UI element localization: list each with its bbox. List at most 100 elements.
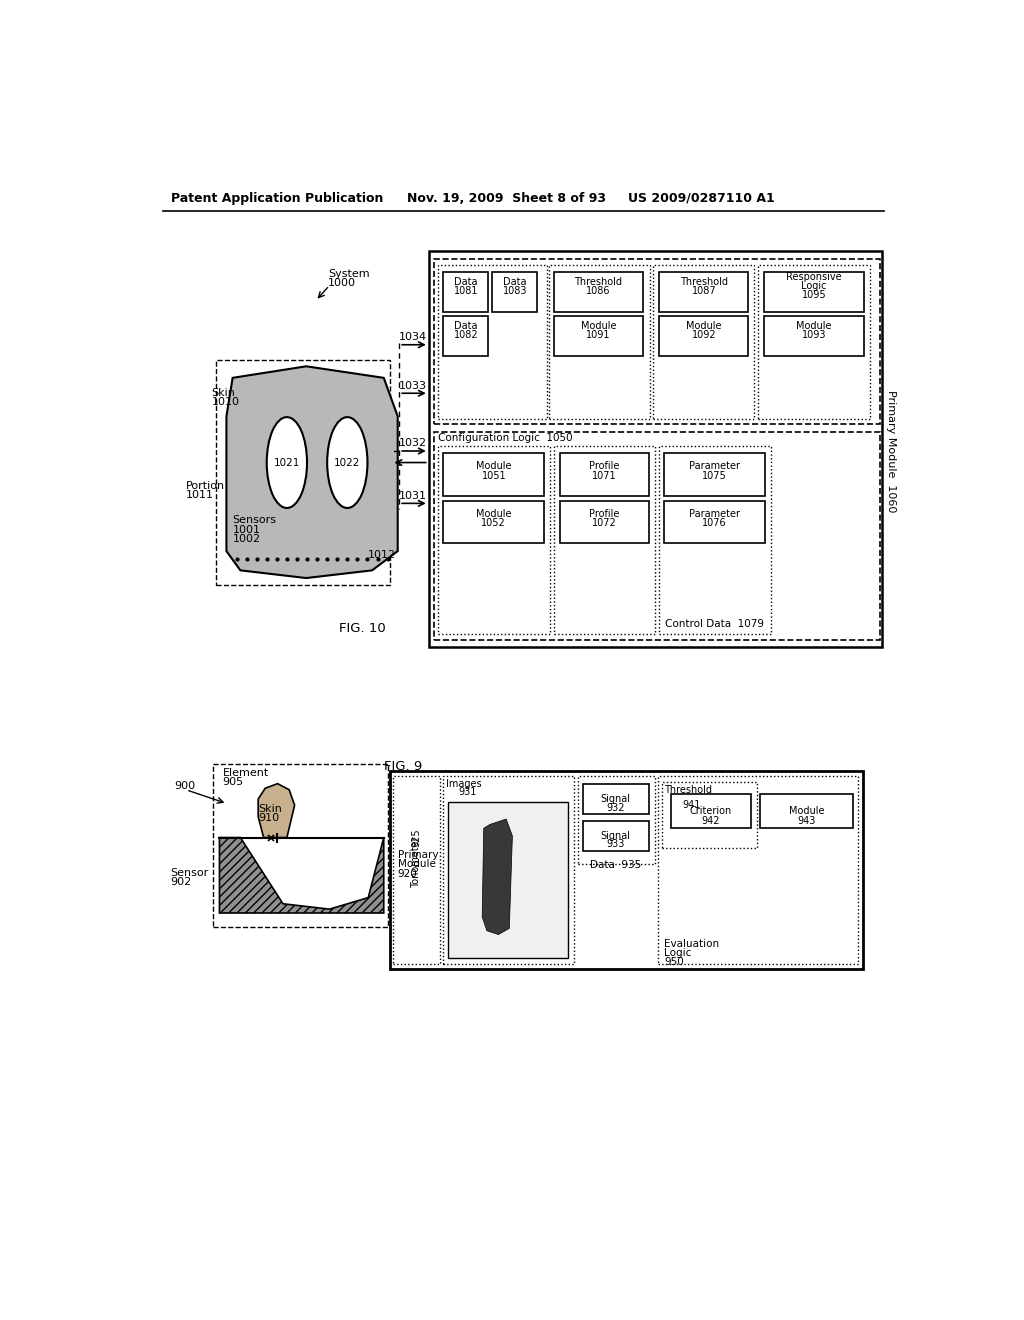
Text: 1010: 1010 [212,397,240,408]
Text: 1082: 1082 [454,330,478,341]
Text: Module: Module [476,510,512,519]
Text: 931: 931 [458,787,476,797]
Polygon shape [226,367,397,578]
Text: 933: 933 [606,840,625,850]
Text: Module: Module [476,462,512,471]
Text: Sensor: Sensor [171,869,209,878]
Text: Module: Module [796,321,831,331]
Text: 1002: 1002 [232,533,261,544]
Text: Images: Images [445,779,481,788]
Text: Element: Element [222,768,268,777]
Bar [393,776,439,964]
Text: Criterion: Criterion [690,807,732,816]
Bar [443,502,544,544]
Text: Signal: Signal [600,795,631,804]
Bar [665,453,765,496]
Text: Threshold: Threshold [680,277,728,286]
Bar [429,251,882,647]
Ellipse shape [328,417,368,508]
Bar [213,763,388,927]
Text: Signal: Signal [600,832,631,841]
Text: Skin: Skin [258,804,282,814]
Text: Logic: Logic [665,948,691,958]
Text: Module: Module [686,321,722,331]
Bar [554,317,643,356]
Bar [390,771,862,969]
Text: Module: Module [581,321,616,331]
Polygon shape [219,838,384,913]
Text: Tonometer: Tonometer [412,837,421,888]
Text: Threshold: Threshold [665,785,713,795]
Text: 1087: 1087 [691,286,716,296]
Text: 1021: 1021 [273,458,300,467]
Text: Data: Data [503,277,526,286]
Text: 1034: 1034 [399,333,427,342]
Text: 932: 932 [606,803,625,813]
Bar [434,432,880,640]
Ellipse shape [266,417,307,508]
Bar [761,793,853,829]
Text: 1000: 1000 [328,279,356,288]
Bar [443,272,488,312]
Text: Patent Application Publication: Patent Application Publication [171,191,383,205]
Bar [671,793,751,829]
Text: 1091: 1091 [586,330,610,341]
Bar [438,264,547,418]
Text: 902: 902 [171,878,191,887]
Text: Data: Data [455,321,477,331]
Bar [434,259,880,424]
Bar [554,272,643,312]
Text: 1081: 1081 [454,286,478,296]
Text: 900: 900 [174,781,196,791]
Text: Responsive: Responsive [786,272,842,282]
Text: 943: 943 [798,816,816,825]
Polygon shape [258,784,295,838]
Text: Parameter: Parameter [689,510,740,519]
Text: 1033: 1033 [399,380,427,391]
Text: Profile: Profile [590,462,620,471]
Bar [658,272,748,312]
Bar [438,446,550,635]
Text: 1075: 1075 [702,471,727,480]
Text: 1093: 1093 [802,330,826,341]
Text: Primary Module  1060: Primary Module 1060 [887,389,896,512]
Text: 1095: 1095 [802,290,826,301]
Bar [658,446,771,635]
Bar [764,272,864,312]
Bar [764,317,864,356]
Text: Module: Module [397,859,435,870]
Bar [560,453,649,496]
Text: 1031: 1031 [399,491,427,500]
Text: Data  935: Data 935 [590,861,641,870]
Text: System: System [328,269,370,279]
Text: 1032: 1032 [399,438,427,449]
Bar [583,821,649,851]
Text: Nov. 19, 2009  Sheet 8 of 93: Nov. 19, 2009 Sheet 8 of 93 [407,191,606,205]
Text: Primary: Primary [397,850,438,861]
Bar [449,803,568,958]
Bar [549,264,649,418]
Text: 1086: 1086 [586,286,610,296]
Text: FIG. 10: FIG. 10 [339,622,386,635]
Polygon shape [482,818,512,935]
Text: 910: 910 [258,813,280,824]
Bar [216,360,390,585]
Text: Portion: Portion [186,480,225,491]
Text: 1051: 1051 [481,471,506,480]
Text: Evaluation: Evaluation [665,939,720,949]
Text: Module: Module [790,807,824,816]
Text: Profile: Profile [590,510,620,519]
Text: 1022: 1022 [334,458,360,467]
Text: Configuration Logic  1050: Configuration Logic 1050 [438,433,572,444]
Bar [554,446,655,635]
Bar [493,272,538,312]
Text: FIG. 9: FIG. 9 [384,760,422,774]
Bar [658,776,858,964]
Text: 925: 925 [412,828,421,847]
Text: 941: 941 [682,800,700,810]
Text: Skin: Skin [212,388,236,399]
Text: Parameter: Parameter [689,462,740,471]
Text: Data: Data [455,277,477,286]
Text: 1092: 1092 [691,330,716,341]
Bar [583,784,649,814]
